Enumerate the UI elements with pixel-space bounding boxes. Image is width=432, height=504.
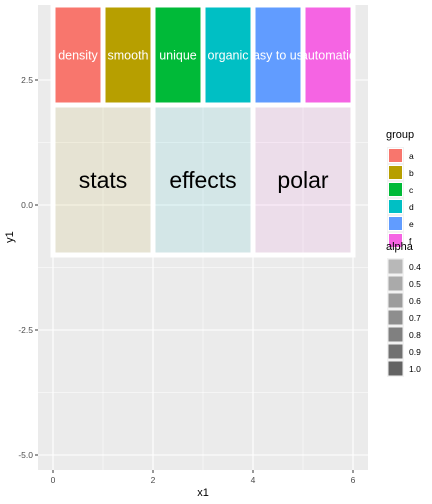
legend-alpha-label: 0.8 [409, 330, 421, 340]
tile-stats [50, 102, 156, 258]
legend-alpha-key [388, 344, 403, 359]
tile-label-c: unique [159, 49, 197, 63]
tile-group-d [200, 2, 256, 108]
tile-label-clip: organic [208, 49, 249, 63]
y-tick-label: 0.0 [21, 200, 33, 210]
legend-key-bg [387, 258, 404, 275]
legend-key-d [388, 199, 403, 214]
tile-label-d: organic [208, 49, 249, 63]
y-tick-label: -5.0 [18, 450, 33, 460]
y-tick-label: 2.5 [21, 75, 33, 85]
x-axis: 0 2 4 6 [51, 470, 356, 485]
legend-key-b [388, 165, 403, 180]
legend-key-c [388, 182, 403, 197]
legend-alpha: 0.4 0.5 0.6 0.7 0.8 0.9 1.0 [387, 258, 421, 377]
legend-key-a [388, 148, 403, 163]
tile-label-f: automatic [301, 49, 355, 63]
legend-label-d: d [409, 202, 414, 212]
bottom-tiles: stats effects polar [50, 102, 356, 258]
legend-alpha-key [388, 276, 403, 291]
x-tick-label: 0 [51, 475, 56, 485]
legend-key-bg [387, 275, 404, 292]
y-axis: -5.0 -2.5 0.0 2.5 [18, 75, 38, 460]
legend-alpha-key [388, 259, 403, 274]
tile-label-stats: stats [79, 167, 128, 193]
legend-alpha-key [388, 310, 403, 325]
tile-label-clip: easy to use [246, 49, 310, 63]
legend-alpha-label: 1.0 [409, 364, 421, 374]
tile-label-a: density [58, 49, 98, 63]
legend-label-b: b [409, 168, 414, 178]
tile-label-clip: automatic [301, 49, 355, 63]
legend-alpha-key [388, 361, 403, 376]
tile-label-clip: unique [159, 49, 197, 63]
legend-alpha-title: alpha [386, 241, 414, 253]
legend-alpha-key [388, 293, 403, 308]
tile-label-polar: polar [277, 167, 328, 193]
x-axis-title: x1 [197, 487, 209, 499]
tile-label-b: smooth [108, 49, 149, 63]
legend-label-e: e [409, 219, 414, 229]
tile-label-clip: density [58, 49, 98, 63]
x-tick-label: 4 [251, 475, 256, 485]
tile-label-effects: effects [169, 167, 236, 193]
legend-label-a: a [409, 151, 414, 161]
tile-group-e [250, 2, 306, 108]
legend-key-f [388, 233, 403, 248]
legend-alpha-label: 0.7 [409, 313, 421, 323]
legend-group-title: group [386, 129, 414, 141]
legend-alpha-label: 0.5 [409, 279, 421, 289]
tile-label-e: easy to use [246, 49, 310, 63]
y-axis-title: y1 [4, 231, 16, 243]
legend-alpha-key [388, 327, 403, 342]
legend-alpha-label: 0.6 [409, 296, 421, 306]
x-tick-label: 6 [351, 475, 356, 485]
tile-label-clip: smooth [108, 49, 149, 63]
y-tick-label: -2.5 [18, 325, 33, 335]
legend-alpha-label: 0.9 [409, 347, 421, 357]
legend-key-e [388, 216, 403, 231]
x-tick-label: 2 [151, 475, 156, 485]
tile-group-f [300, 2, 356, 108]
legend-alpha-label: 0.4 [409, 262, 421, 272]
legend-label-c: c [409, 185, 414, 195]
legend-label-f: f [409, 236, 412, 246]
legend-key-bg [387, 292, 404, 309]
